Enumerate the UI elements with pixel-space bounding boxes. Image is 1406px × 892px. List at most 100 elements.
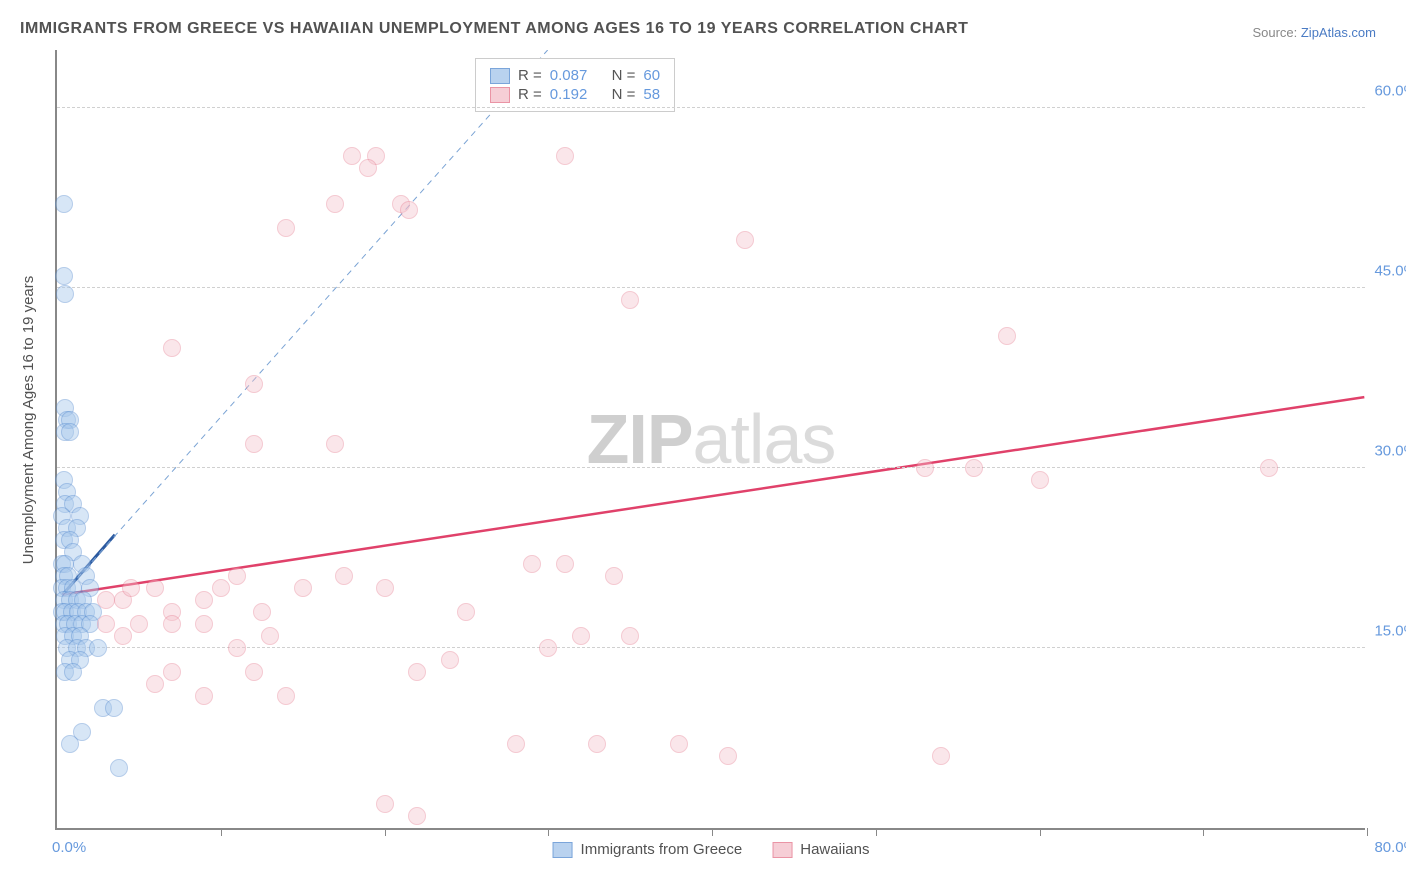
data-point xyxy=(376,579,394,597)
data-point xyxy=(212,579,230,597)
legend-n-label: N = xyxy=(612,67,636,84)
gridline xyxy=(57,107,1365,108)
source-label: Source: ZipAtlas.com xyxy=(1252,25,1376,40)
data-point xyxy=(408,807,426,825)
x-tick xyxy=(1367,828,1368,836)
x-tick xyxy=(1203,828,1204,836)
x-max-label: 80.0% xyxy=(1374,839,1406,856)
data-point xyxy=(998,327,1016,345)
legend-stat-row: R = 0.192 N = 58 xyxy=(490,86,660,103)
data-point xyxy=(556,555,574,573)
legend-r-value: 0.192 xyxy=(550,86,588,103)
data-point xyxy=(61,735,79,753)
legend-n-label: N = xyxy=(612,86,636,103)
data-point xyxy=(163,615,181,633)
data-point xyxy=(97,615,115,633)
x-tick xyxy=(385,828,386,836)
data-point xyxy=(588,735,606,753)
x-origin-label: 0.0% xyxy=(52,839,86,856)
gridline xyxy=(57,287,1365,288)
data-point xyxy=(195,615,213,633)
data-point xyxy=(163,339,181,357)
data-point xyxy=(130,615,148,633)
bottom-legend: Immigrants from Greece Hawaiians xyxy=(553,841,870,858)
x-tick xyxy=(548,828,549,836)
data-point xyxy=(228,567,246,585)
data-point xyxy=(441,651,459,669)
data-point xyxy=(572,627,590,645)
data-point xyxy=(932,747,950,765)
legend-r-value: 0.087 xyxy=(550,67,588,84)
scatter-chart: ZIPatlas R = 0.087 N = 60 R = 0.192 N = … xyxy=(55,50,1365,830)
x-tick xyxy=(221,828,222,836)
data-point xyxy=(670,735,688,753)
legend-n-value: 58 xyxy=(643,86,660,103)
data-point xyxy=(245,375,263,393)
data-point xyxy=(55,195,73,213)
legend-swatch xyxy=(553,842,573,858)
data-point xyxy=(97,591,115,609)
data-point xyxy=(56,285,74,303)
data-point xyxy=(253,603,271,621)
data-point xyxy=(195,591,213,609)
data-point xyxy=(400,201,418,219)
data-point xyxy=(245,663,263,681)
data-point xyxy=(294,579,312,597)
data-point xyxy=(326,195,344,213)
legend-item: Hawaiians xyxy=(772,841,869,858)
data-point xyxy=(359,159,377,177)
data-point xyxy=(621,291,639,309)
data-point xyxy=(277,687,295,705)
legend-swatch xyxy=(490,87,510,103)
data-point xyxy=(61,423,79,441)
legend-label: Hawaiians xyxy=(800,841,869,858)
data-point xyxy=(605,567,623,585)
data-point xyxy=(228,639,246,657)
source-prefix: Source: xyxy=(1252,25,1300,40)
data-point xyxy=(556,147,574,165)
gridline xyxy=(57,467,1365,468)
stats-legend: R = 0.087 N = 60 R = 0.192 N = 58 xyxy=(475,58,675,112)
source-link[interactable]: ZipAtlas.com xyxy=(1301,25,1376,40)
data-point xyxy=(916,459,934,477)
legend-swatch xyxy=(490,68,510,84)
y-tick-label: 45.0% xyxy=(1374,263,1406,280)
chart-title: IMMIGRANTS FROM GREECE VS HAWAIIAN UNEMP… xyxy=(20,20,968,38)
data-point xyxy=(146,675,164,693)
legend-swatch xyxy=(772,842,792,858)
data-point xyxy=(261,627,279,645)
legend-r-label: R = xyxy=(518,67,542,84)
y-tick-label: 15.0% xyxy=(1374,623,1406,640)
data-point xyxy=(163,663,181,681)
x-tick xyxy=(712,828,713,836)
data-point xyxy=(89,639,107,657)
data-point xyxy=(621,627,639,645)
data-point xyxy=(507,735,525,753)
y-tick-label: 30.0% xyxy=(1374,443,1406,460)
gridline xyxy=(57,647,1365,648)
legend-r-label: R = xyxy=(518,86,542,103)
data-point xyxy=(55,267,73,285)
data-point xyxy=(408,663,426,681)
data-point xyxy=(122,579,140,597)
data-point xyxy=(64,663,82,681)
data-point xyxy=(736,231,754,249)
y-axis-title: Unemployment Among Ages 16 to 19 years xyxy=(20,276,37,565)
data-point xyxy=(343,147,361,165)
data-point xyxy=(376,795,394,813)
data-point xyxy=(539,639,557,657)
data-point xyxy=(277,219,295,237)
x-tick xyxy=(1040,828,1041,836)
data-point xyxy=(110,759,128,777)
data-point xyxy=(114,627,132,645)
data-point xyxy=(146,579,164,597)
x-tick xyxy=(876,828,877,836)
data-point xyxy=(245,435,263,453)
data-point xyxy=(105,699,123,717)
data-point xyxy=(1031,471,1049,489)
data-point xyxy=(965,459,983,477)
data-point xyxy=(719,747,737,765)
legend-label: Immigrants from Greece xyxy=(581,841,743,858)
data-point xyxy=(457,603,475,621)
data-point xyxy=(523,555,541,573)
